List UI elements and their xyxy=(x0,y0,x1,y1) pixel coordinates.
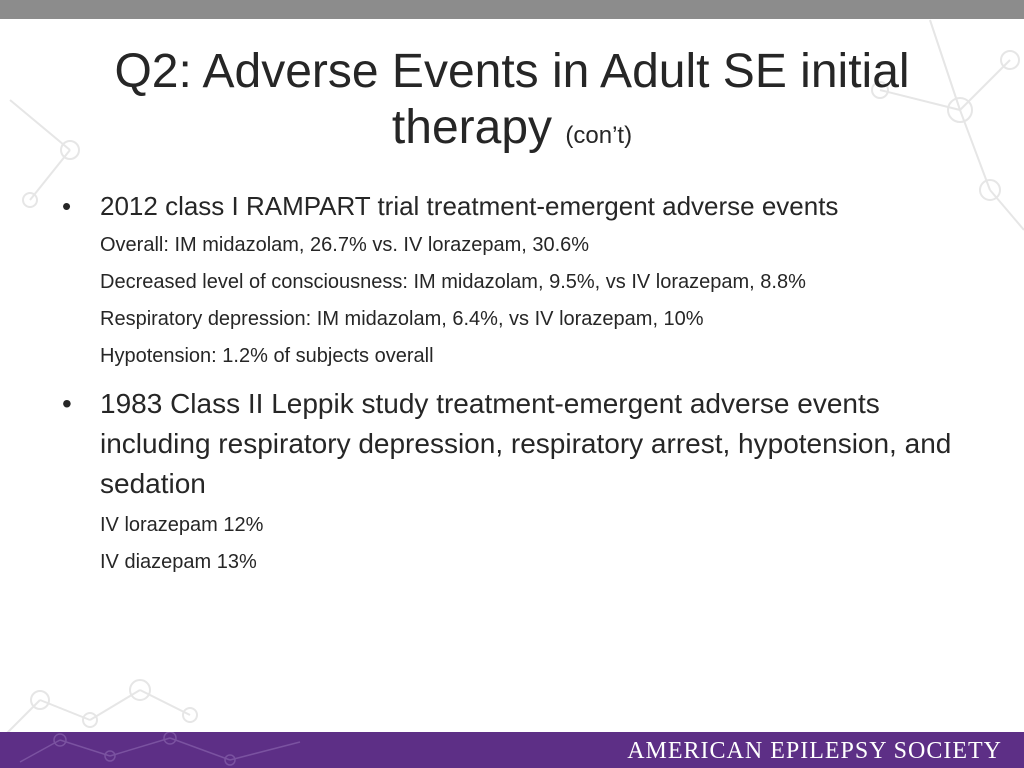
title-suffix: (con’t) xyxy=(565,122,633,149)
subitem-consciousness: Decreased level of consciousness: IM mid… xyxy=(100,271,806,293)
subitem-respiratory-depression: Respiratory depression: IM midazolam, 6.… xyxy=(100,308,704,330)
bullet-leppik: • 1983 Class II Leppik study treatment-e… xyxy=(62,384,962,504)
subitem-overall: Overall: IM midazolam, 26.7% vs. IV lora… xyxy=(100,234,590,256)
slide-title: Q2: Adverse Events in Adult SE initial t… xyxy=(60,44,964,164)
subitem-hypotension: Hypotension: 1.2% of subjects overall xyxy=(100,345,434,367)
bullet-text: 1983 Class II Leppik study treatment-eme… xyxy=(100,388,952,499)
organization-name: AMERICAN EPILEPSY SOCIETY xyxy=(627,738,1002,764)
bullet-marker: • xyxy=(62,388,72,419)
subitem-lorazepam: IV lorazepam 12% xyxy=(100,514,264,536)
top-bar xyxy=(0,0,1024,19)
footer-molecule-decoration xyxy=(19,732,301,766)
bullet-marker: • xyxy=(62,191,72,221)
footer-bar: AMERICAN EPILEPSY SOCIETY xyxy=(0,732,1024,768)
slide-content: • 2012 class I RAMPART trial treatment-e… xyxy=(62,188,962,576)
subitem-diazepam: IV diazepam 13% xyxy=(100,551,257,573)
title-main: Q2: Adverse Events in Adult SE initial t… xyxy=(114,45,910,154)
bullet-rampart: • 2012 class I RAMPART trial treatment-e… xyxy=(62,188,962,224)
bullet-text: 2012 class I RAMPART trial treatment-eme… xyxy=(100,191,839,221)
